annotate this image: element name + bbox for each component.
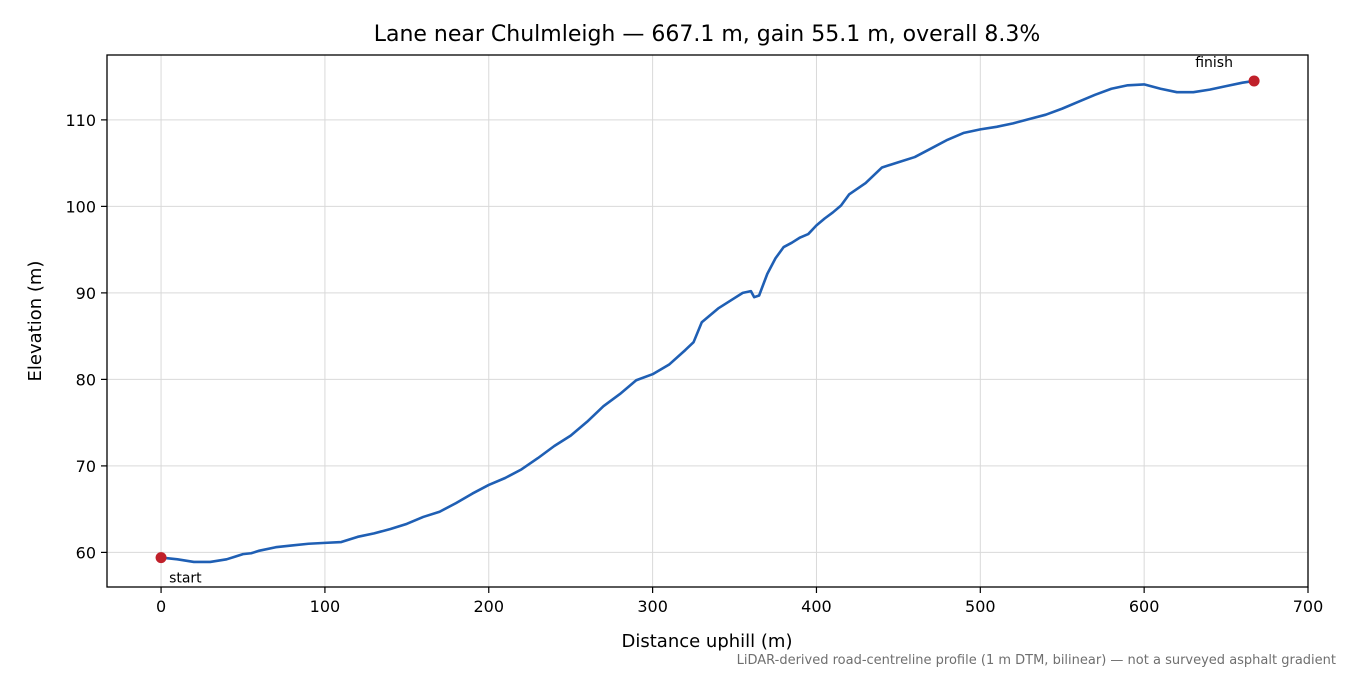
y-tick-label: 110	[65, 111, 96, 130]
x-tick-label: 500	[965, 597, 996, 616]
start-label: start	[169, 571, 202, 587]
chart-footnote: LiDAR-derived road-centreline profile (1…	[737, 653, 1336, 668]
endpoint-markers: start finish	[155, 55, 1260, 587]
axis-ticks: 0 100 200 300 400 500 600 700 60 70 80 90 100 110	[65, 111, 1323, 616]
x-tick-label: 200	[473, 597, 504, 616]
elevation-profile-line	[159, 79, 1256, 564]
profile-line-layer	[159, 79, 1256, 564]
x-tick-label: 0	[156, 597, 166, 616]
x-tick-label: 700	[1293, 597, 1324, 616]
x-tick-label: 100	[310, 597, 341, 616]
finish-label: finish	[1195, 55, 1233, 71]
plot-area-frame	[106, 54, 1309, 588]
x-tick-label: 400	[801, 597, 832, 616]
y-tick-label: 100	[65, 197, 96, 216]
y-tick-label: 70	[76, 457, 96, 476]
chart-title: Lane near Chulmleigh — 667.1 m, gain 55.…	[374, 22, 1041, 47]
finish-marker	[1248, 75, 1260, 87]
y-tick-label: 60	[76, 543, 96, 562]
y-tick-label: 90	[76, 284, 96, 303]
grid-lines	[107, 55, 1309, 587]
x-tick-label: 300	[637, 597, 668, 616]
start-marker	[155, 552, 167, 564]
y-tick-label: 80	[76, 370, 96, 389]
x-tick-label: 600	[1129, 597, 1160, 616]
x-axis-label: Distance uphill (m)	[622, 631, 793, 652]
y-axis-label: Elevation (m)	[25, 261, 46, 382]
